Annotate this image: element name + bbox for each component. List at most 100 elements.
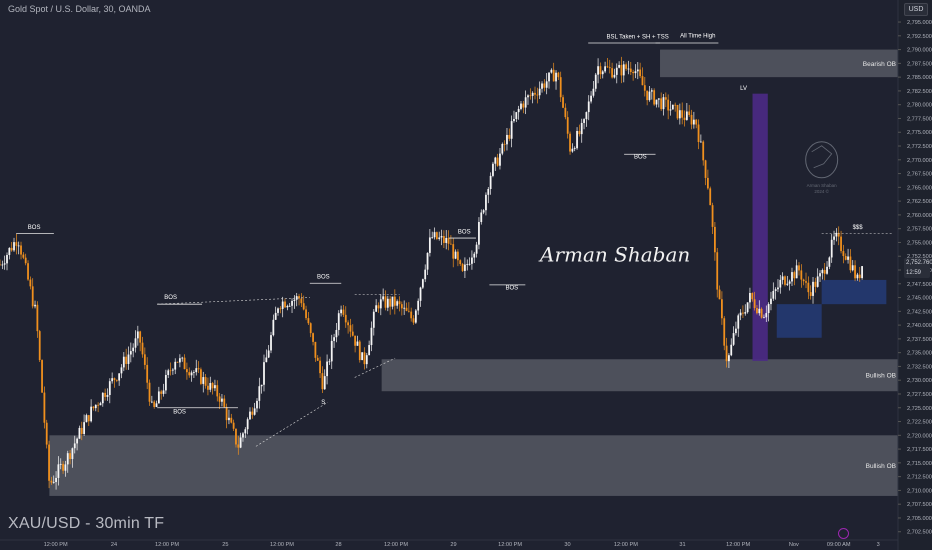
candle-body xyxy=(354,335,357,346)
candle-body xyxy=(440,236,443,238)
tradingview-icon[interactable] xyxy=(838,528,849,539)
candle-body xyxy=(251,411,254,415)
candle-body xyxy=(692,119,695,125)
time-tick-label: 12:00 PM xyxy=(498,542,522,548)
candle-body xyxy=(207,385,209,390)
candle-body xyxy=(648,91,651,101)
candle-body xyxy=(826,266,828,274)
candle-body xyxy=(669,109,672,111)
candle-body xyxy=(66,453,69,465)
candle-body xyxy=(471,257,473,264)
candle-body xyxy=(597,66,599,75)
candle-body xyxy=(328,361,331,363)
candle-body xyxy=(188,372,191,376)
candle-body xyxy=(171,369,174,371)
candle-body xyxy=(487,188,490,195)
candle-body xyxy=(709,188,712,206)
candle-body xyxy=(382,296,385,300)
candle-body xyxy=(87,415,90,422)
candle-body xyxy=(195,368,198,373)
candle-body xyxy=(384,296,387,308)
candle-body xyxy=(316,357,319,361)
candle-body xyxy=(770,298,772,305)
candle-body xyxy=(407,310,410,312)
candle-body xyxy=(69,453,71,460)
candle-body xyxy=(370,327,373,346)
candle-body xyxy=(211,383,214,389)
candle-body xyxy=(758,308,761,314)
candle-body xyxy=(449,243,452,245)
candle-body xyxy=(186,369,188,373)
candle-body xyxy=(115,379,118,381)
currency-badge[interactable]: USD xyxy=(904,3,928,16)
candle-body xyxy=(218,396,221,402)
candle-body xyxy=(466,264,469,265)
candle-body xyxy=(228,417,230,421)
last-price-tag: 2,752.760 12:59 xyxy=(904,258,932,278)
price-tick-label: 2,720.000 xyxy=(907,433,932,439)
candle-body xyxy=(270,335,272,351)
candle-body xyxy=(499,153,501,166)
candle-body xyxy=(716,252,719,290)
candle-body xyxy=(823,270,826,274)
price-tick-label: 2,707.500 xyxy=(907,502,932,508)
price-tick-label: 2,727.500 xyxy=(907,392,932,398)
candle-body xyxy=(655,99,658,105)
candle-body xyxy=(711,205,714,227)
candle-body xyxy=(543,83,546,88)
candle-body xyxy=(15,242,18,246)
candle-body xyxy=(358,341,361,361)
candle-body xyxy=(379,299,382,309)
candle-body xyxy=(475,244,478,254)
price-tick-label: 2,755.000 xyxy=(907,240,932,246)
candle-body xyxy=(41,360,43,393)
candle-body xyxy=(573,148,576,150)
candle-body xyxy=(442,236,445,243)
candle-body xyxy=(604,66,606,72)
brain-outline xyxy=(805,141,839,179)
candle-body xyxy=(153,401,156,407)
candle-body xyxy=(767,304,770,314)
candle-body xyxy=(246,419,249,430)
candle-body xyxy=(599,66,602,75)
price-tick-label: 2,735.000 xyxy=(907,351,932,357)
candle-body xyxy=(204,377,207,386)
candle-body xyxy=(193,372,195,373)
candle-body xyxy=(660,98,663,110)
candle-body xyxy=(613,74,616,78)
candle-body xyxy=(256,400,258,409)
candle-body xyxy=(522,103,525,108)
candle-body xyxy=(657,98,660,100)
candle-body xyxy=(300,298,303,304)
time-tick-label: 12:00 PM xyxy=(384,542,408,548)
time-tick-label: 31 xyxy=(679,542,685,548)
candle-body xyxy=(620,64,623,76)
candle-body xyxy=(494,157,497,164)
candle-body xyxy=(351,331,354,336)
candle-body xyxy=(459,260,462,265)
candle-body xyxy=(812,281,814,296)
candle-body xyxy=(590,95,592,102)
price-tick-label: 2,740.000 xyxy=(907,323,932,329)
candle-body xyxy=(118,373,121,381)
price-tick-label: 2,742.500 xyxy=(907,309,932,315)
candle-body xyxy=(632,71,635,74)
candle-body xyxy=(113,378,116,380)
candle-body xyxy=(277,308,279,313)
candle-body xyxy=(6,255,8,264)
time-tick-label: 12:00 PM xyxy=(155,542,179,548)
candle-body xyxy=(678,110,681,119)
price-tick-label: 2,712.500 xyxy=(907,475,932,481)
candle-body xyxy=(162,390,165,394)
price-tick-label: 2,765.000 xyxy=(907,185,932,191)
candle-body xyxy=(737,315,740,329)
candle-body xyxy=(685,111,688,120)
annotation-label: BOS xyxy=(28,225,41,231)
candle-body xyxy=(457,251,459,261)
candle-body xyxy=(319,360,321,374)
time-tick-label: 12:00 PM xyxy=(270,542,294,548)
candle-body xyxy=(753,299,756,308)
candle-body xyxy=(314,341,317,358)
